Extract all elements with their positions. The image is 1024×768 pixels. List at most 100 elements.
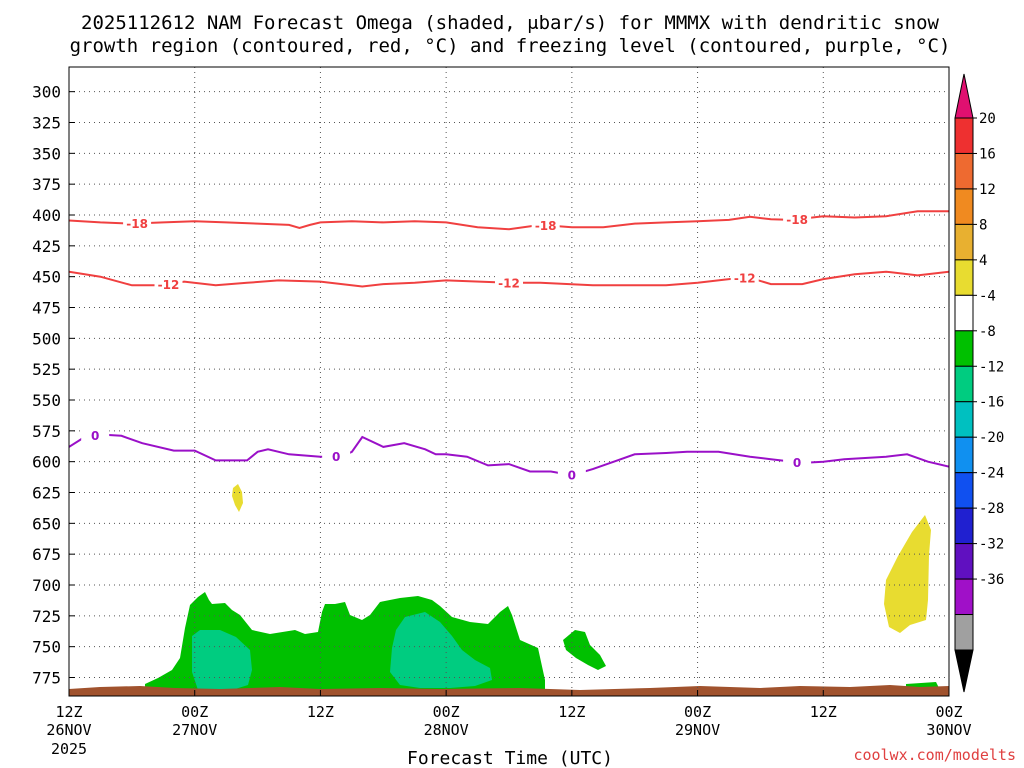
contour-label: 0 xyxy=(332,450,340,464)
x-tick-label: 27NOV xyxy=(172,721,217,739)
contour-label-bg xyxy=(81,428,110,443)
y-tick-label: 550 xyxy=(32,391,61,410)
x-tick-label: 12Z xyxy=(55,703,82,721)
contour-label-bg xyxy=(123,216,152,231)
colorbar-band xyxy=(954,117,974,154)
x-tick-label: 30NOV xyxy=(926,721,971,739)
y-tick-label: 375 xyxy=(32,175,61,194)
colorbar-label: 12 xyxy=(979,182,996,198)
colorbar-band xyxy=(954,188,974,225)
y-tick-label: 775 xyxy=(32,669,61,688)
colorbar-label: 8 xyxy=(979,217,987,233)
y-tick-label: 325 xyxy=(32,114,61,133)
omega-area-teal-2 xyxy=(390,612,492,688)
contour-label-bg xyxy=(531,218,560,233)
omega-area-yellow-2 xyxy=(884,515,931,633)
x-axis-label: Forecast Time (UTC) xyxy=(407,748,613,768)
colorbar-band xyxy=(954,401,974,438)
colorbar-label: -36 xyxy=(979,572,1004,588)
colorbar-label: -28 xyxy=(979,501,1004,517)
colorbar-band xyxy=(954,365,974,403)
y-axis-ticks: 300 325 350 375 400 425 450 475 500 525 550 575 600 6… xyxy=(32,83,75,688)
contour-label: 0 xyxy=(793,456,801,470)
contour-label-bg xyxy=(783,212,812,227)
chart-title-line1: 2025112612 NAM Forecast Omega (shaded, μ… xyxy=(81,12,939,34)
colorbar-label: -8 xyxy=(979,324,996,340)
colorbar-band xyxy=(954,543,974,580)
colorbar-band xyxy=(954,436,974,474)
contour-label-bg xyxy=(557,468,586,483)
x-tick-label: 26NOV xyxy=(46,721,91,739)
terrain-surface xyxy=(69,685,949,696)
colorbar-label: -20 xyxy=(979,430,1004,446)
y-tick-label: 300 xyxy=(32,83,61,102)
colorbar-band xyxy=(954,507,974,545)
colorbar-band xyxy=(954,294,974,332)
contour-label-bg xyxy=(730,271,759,286)
x-tick-label: 12Z xyxy=(307,703,334,721)
contour-line-contours_red-1 xyxy=(69,270,949,288)
y-tick-label: 575 xyxy=(32,422,61,441)
contour-label-bg xyxy=(783,455,812,470)
colorbar-label: 16 xyxy=(979,146,996,162)
y-tick-label: 725 xyxy=(32,607,61,626)
plot-frame xyxy=(68,66,950,697)
y-tick-label: 350 xyxy=(32,144,61,163)
colorbar-top-triangle xyxy=(954,73,974,119)
y-tick-label: 500 xyxy=(32,329,61,348)
colorbar-band xyxy=(954,578,974,616)
contour-label-bg xyxy=(495,275,523,290)
colorbar-band xyxy=(954,472,974,509)
contour-label: -18 xyxy=(786,213,808,227)
colorbar-bottom-triangle xyxy=(954,649,974,693)
y-tick-label: 600 xyxy=(32,453,61,472)
y-tick-label: 475 xyxy=(32,299,61,318)
y-tick-label: 525 xyxy=(32,360,61,379)
x-tick-label: 12Z xyxy=(558,703,585,721)
chart-title-line2: growth region (contoured, red, °C) and f… xyxy=(70,35,951,57)
y-tick-label: 400 xyxy=(32,206,61,225)
colorbar-band xyxy=(954,152,974,190)
contour-label: -12 xyxy=(498,276,520,290)
colorbar-band xyxy=(954,330,974,367)
x-tick-label: 28NOV xyxy=(424,721,469,739)
colorbar-label: 4 xyxy=(979,253,987,269)
contour-lines: -18 -18 -18 -12 -12 -12 0 0 0 0 xyxy=(69,210,949,483)
colorbar-label: -4 xyxy=(979,288,996,304)
omega-shading xyxy=(69,484,949,696)
colorbar-band xyxy=(954,223,974,261)
y-tick-label: 625 xyxy=(32,484,61,503)
contour-label: 0 xyxy=(91,429,99,443)
y-tick-label: 650 xyxy=(32,514,61,533)
contour-label-bg xyxy=(154,277,183,292)
colorbar-band xyxy=(954,614,974,651)
contour-label: -12 xyxy=(158,278,180,292)
contour-label: -12 xyxy=(734,272,756,286)
colorbar-label: -12 xyxy=(979,359,1004,375)
colorbar-label: -24 xyxy=(979,466,1004,482)
omega-area-teal-1 xyxy=(192,630,252,690)
y-tick-label: 750 xyxy=(32,638,61,657)
colorbar: 20 16 12 8 4 -4 -8 -12 -16 -20 -24 -28 -32 -36 xyxy=(954,73,1004,693)
contour-label: -18 xyxy=(126,217,148,231)
colorbar-label: -16 xyxy=(979,395,1004,411)
colorbar-label: 20 xyxy=(979,111,996,127)
x-tick-label: 00Z xyxy=(935,703,962,721)
y-tick-label: 700 xyxy=(32,576,61,595)
y-tick-label: 425 xyxy=(32,237,61,256)
contour-label: -18 xyxy=(535,219,557,233)
plot-area xyxy=(69,67,949,696)
omega-area-green-small xyxy=(563,630,606,670)
contour-label: 0 xyxy=(568,469,576,483)
x-tick-label: 29NOV xyxy=(675,721,720,739)
y-tick-label: 675 xyxy=(32,545,61,564)
x-tick-label: 00Z xyxy=(684,703,711,721)
x-tick-label: 00Z xyxy=(433,703,460,721)
omega-area-yellow-1 xyxy=(232,484,243,512)
colorbar-band xyxy=(954,259,974,296)
y-tick-label: 450 xyxy=(32,268,61,287)
contour-label-bg xyxy=(322,449,351,464)
credit-text: coolwx.com/modelts xyxy=(853,746,1016,764)
